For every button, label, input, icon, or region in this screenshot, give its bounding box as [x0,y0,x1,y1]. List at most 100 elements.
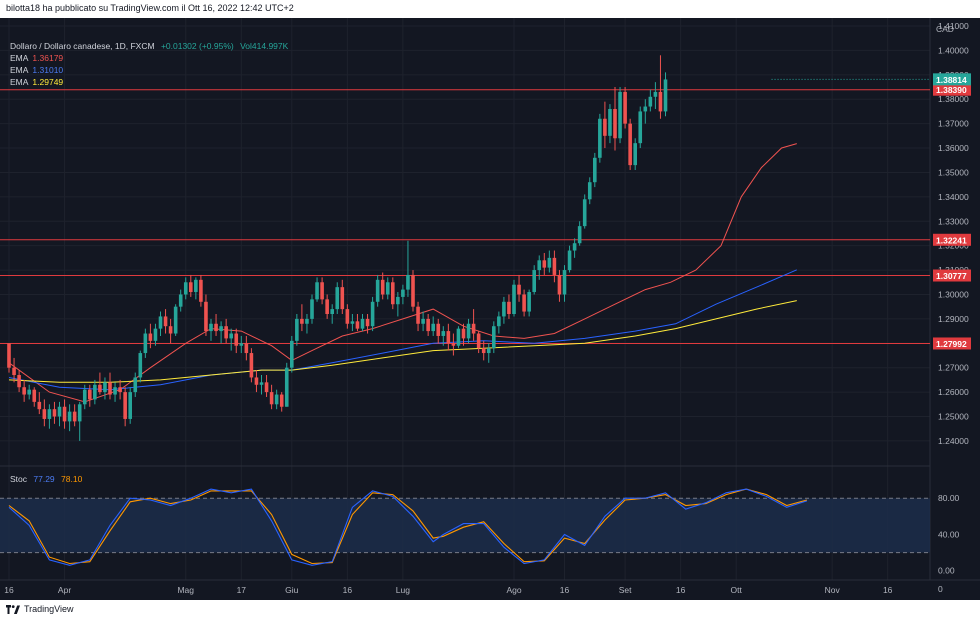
candle-body [401,289,405,297]
candle-body [305,318,309,324]
candle-body [441,331,446,336]
candle-body [183,282,188,295]
candle-body [133,377,138,393]
stoch-legend: Stoc 77.29 78.10 [10,474,82,484]
stoch-tick-label: 0.00 [938,566,955,576]
time-tick-label: Apr [58,585,71,595]
stochastic-pane [0,488,930,566]
price-tick-label: 1.40000 [938,45,969,55]
time-tick-label: 16 [883,585,893,595]
candle-body [224,326,228,339]
candle-body [436,323,441,336]
candle-body [547,257,552,268]
price-tick-label: 1.38000 [938,94,969,104]
price-chart-svg[interactable]: 1.410001.400001.390001.380001.370001.360… [0,18,980,600]
candle-body [567,250,572,271]
candle-body [628,123,632,166]
candle-body [522,294,526,312]
time-tick-label: Set [619,585,632,595]
grid-layer [0,18,980,581]
ema-label: EMA [10,65,29,75]
candle-body [219,326,223,332]
candle-body [593,157,597,183]
candle-body [77,404,82,422]
candle-body [476,333,481,349]
candle-body [461,328,466,339]
candle-body [557,274,562,295]
candle-body [113,387,117,395]
time-axis: 16 Apr Mag 17 Giu 16 Lug Ago 16 Set 16 Ott Nov 16 [4,585,892,595]
candle-body [582,199,587,227]
candle-body [385,282,390,295]
candle-body [204,301,208,332]
level-price-badge [933,337,971,350]
candle-body [396,296,400,305]
ema-line [8,143,797,403]
candle-body [72,411,77,422]
candle-body [426,318,430,332]
change-value: +0.01302 (+0.95%) [160,41,234,51]
candle-body [47,409,52,419]
price-tick-label: 1.26000 [938,387,969,397]
stoch-tick-label: 80.00 [938,493,960,503]
candle-body [259,382,264,385]
candle-body [239,343,244,346]
candle-body [138,353,143,378]
candle-body [466,323,471,339]
candle-body [416,306,420,324]
candle-body [492,326,496,349]
candle-body [178,294,183,307]
candle-body [502,301,506,317]
candle-body [158,316,163,329]
candle-body [345,309,350,324]
price-tick-label: 1.34000 [938,192,969,202]
candle-body [42,409,47,419]
candle-body [486,348,491,354]
level-price-badge [933,83,971,96]
ema-value: 1.31010 [32,65,64,75]
candle-body [269,392,274,405]
time-tick-label: Giu [285,585,299,595]
candles [7,55,668,441]
price-axis: 1.410001.400001.390001.380001.370001.360… [933,21,971,594]
level-price-badge [933,233,971,246]
level-price-label: 1.38390 [936,85,967,95]
time-tick-label: Mag [177,585,194,595]
candle-body [638,111,643,144]
last-price-badge [933,73,971,86]
candle-body [355,321,360,329]
candle-body [587,182,592,200]
candle-body [603,118,607,136]
candle-body [7,343,11,368]
tradingview-footer[interactable]: TradingView [6,604,74,614]
chart-area[interactable]: 1.410001.400001.390001.380001.370001.360… [0,18,980,600]
candle-body [108,382,112,395]
ema-value: 1.36179 [32,53,64,63]
candle-body [446,331,451,344]
candle-body [27,389,31,395]
candle-body [93,384,97,400]
candle-body [330,309,334,314]
time-tick-label: 17 [237,585,247,595]
stoch-tick-label: 40.00 [938,529,960,539]
level-price-badge [933,269,971,282]
candle-body [365,318,370,327]
candle-body [411,274,415,307]
price-tick-label: 1.25000 [938,412,969,422]
candle-body [209,323,213,332]
candle-body [375,279,380,302]
candle-body [22,387,26,395]
level-price-label: 1.30777 [936,271,967,281]
candle-body [648,96,653,107]
legend-ema-row: EMA 1.31010 [10,64,288,76]
ema-line [8,300,797,383]
candle-body [143,333,148,354]
price-tick-label: 1.27000 [938,363,969,373]
price-tick-label: 1.35000 [938,167,969,177]
candle-body [199,279,203,302]
candle-body [148,333,153,341]
candle-body [98,384,102,393]
price-tick-label: 1.33000 [938,216,969,226]
ema-label: EMA [10,77,29,87]
